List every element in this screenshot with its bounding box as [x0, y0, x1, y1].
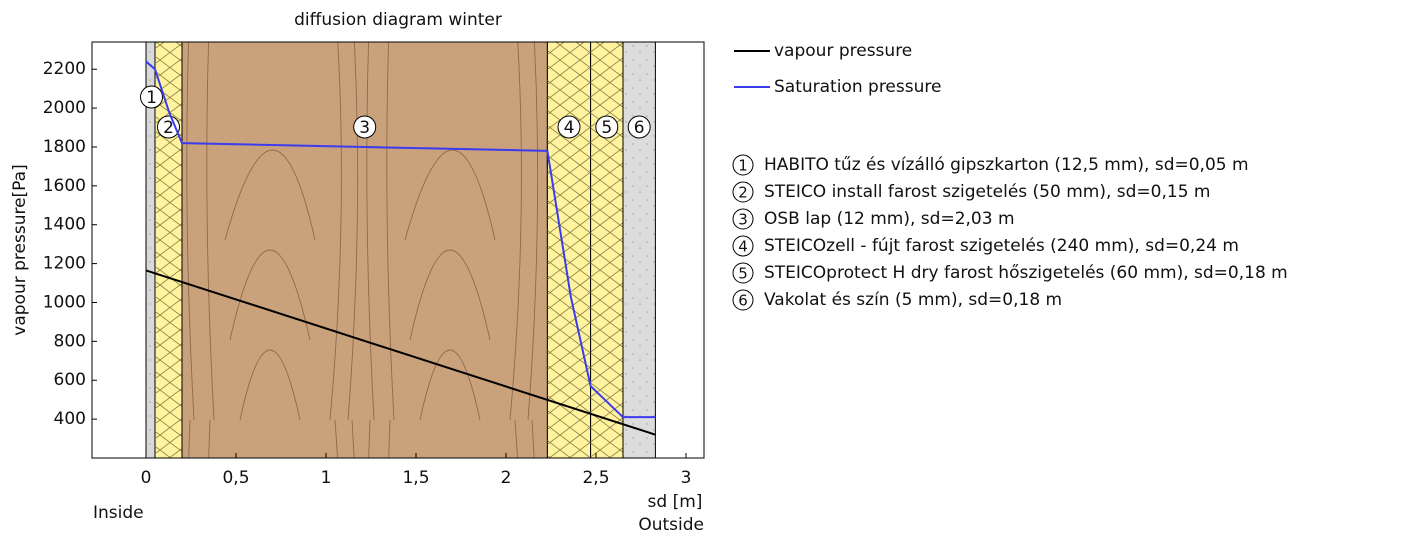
y-tick-label: 400 — [54, 409, 86, 429]
layer-number: 3 — [359, 118, 370, 138]
layer-number-circle — [557, 115, 581, 139]
outside-label: Outside — [638, 515, 704, 533]
layer-number: 1 — [146, 88, 157, 108]
legend-layer-label: Vakolat és szín (5 mm), sd=0,18 m — [764, 290, 1062, 310]
legend-layer-label: HABITO tűz és vízálló gipszkarton (12,5 … — [764, 155, 1249, 175]
layer-pattern — [590, 42, 623, 458]
legend-label: vapour pressure — [774, 41, 912, 61]
legend-layer-label: OSB lap (12 mm), sd=2,03 m — [764, 209, 1015, 229]
layer-number: 4 — [564, 118, 575, 138]
x-axis-label: sd [m] — [648, 492, 703, 512]
chart-title: diffusion diagram winter — [294, 10, 502, 30]
y-axis-label: vapour pressure[Pa] — [10, 164, 30, 335]
legend-layer-circle — [732, 289, 754, 311]
y-tick-label: 2000 — [43, 98, 86, 118]
y-tick-label: 600 — [54, 370, 86, 390]
layer-number: 6 — [634, 118, 645, 138]
legend-layer-number: 1 — [738, 157, 748, 175]
y-tick-label: 2200 — [43, 59, 86, 79]
layer-pattern — [547, 42, 591, 458]
legend-layer-label: STEICOprotect H dry farost hőszigetelés … — [764, 263, 1288, 283]
x-tick-label: 2 — [501, 468, 512, 488]
legend-layer-label: STEICOzell - fújt farost szigetelés (240… — [764, 236, 1239, 256]
layer-pattern — [182, 42, 548, 458]
layer-number-circle — [353, 115, 377, 139]
legend-layer-circle — [732, 154, 754, 176]
legend-layer-label: STEICO install farost szigetelés (50 mm)… — [764, 182, 1210, 202]
legend-layer-number: 5 — [738, 265, 748, 283]
line — [145, 60, 656, 419]
y-tick-label: 800 — [54, 331, 86, 351]
line — [145, 269, 656, 436]
legend-layer-circle — [732, 235, 754, 257]
y-tick-label: 1600 — [43, 176, 86, 196]
layer-number-circle — [140, 85, 163, 109]
layer-number: 2 — [163, 118, 174, 138]
legend-layer-circle — [732, 262, 754, 284]
y-tick-label: 1800 — [43, 137, 86, 157]
inside-label: Inside — [93, 503, 144, 523]
y-tick-label: 1400 — [43, 215, 86, 235]
layer-pattern — [623, 42, 656, 458]
layer-number-circle — [595, 115, 619, 139]
legend-layer-number: 4 — [738, 238, 748, 256]
x-tick-label: 1,5 — [402, 468, 429, 488]
legend-layer-number: 3 — [738, 211, 748, 229]
legend-layer-number: 6 — [738, 292, 748, 310]
x-tick-label: 3 — [681, 468, 692, 488]
x-tick-label: 0,5 — [222, 468, 249, 488]
y-tick-label: 1200 — [43, 254, 86, 274]
x-tick-label: 0 — [141, 468, 152, 488]
plot-frame — [91, 41, 705, 459]
x-tick-label: 2,5 — [582, 468, 609, 488]
legend-layer-circle — [732, 181, 754, 203]
legend-label: Saturation pressure — [774, 77, 941, 97]
x-tick-label: 1 — [321, 468, 332, 488]
legend-layer-number: 2 — [738, 184, 748, 202]
layer-number-circle — [627, 115, 651, 139]
layer-number: 5 — [601, 118, 612, 138]
legend-layer-circle — [732, 208, 754, 230]
layer-pattern — [146, 42, 155, 458]
y-tick-label: 1000 — [43, 292, 86, 312]
